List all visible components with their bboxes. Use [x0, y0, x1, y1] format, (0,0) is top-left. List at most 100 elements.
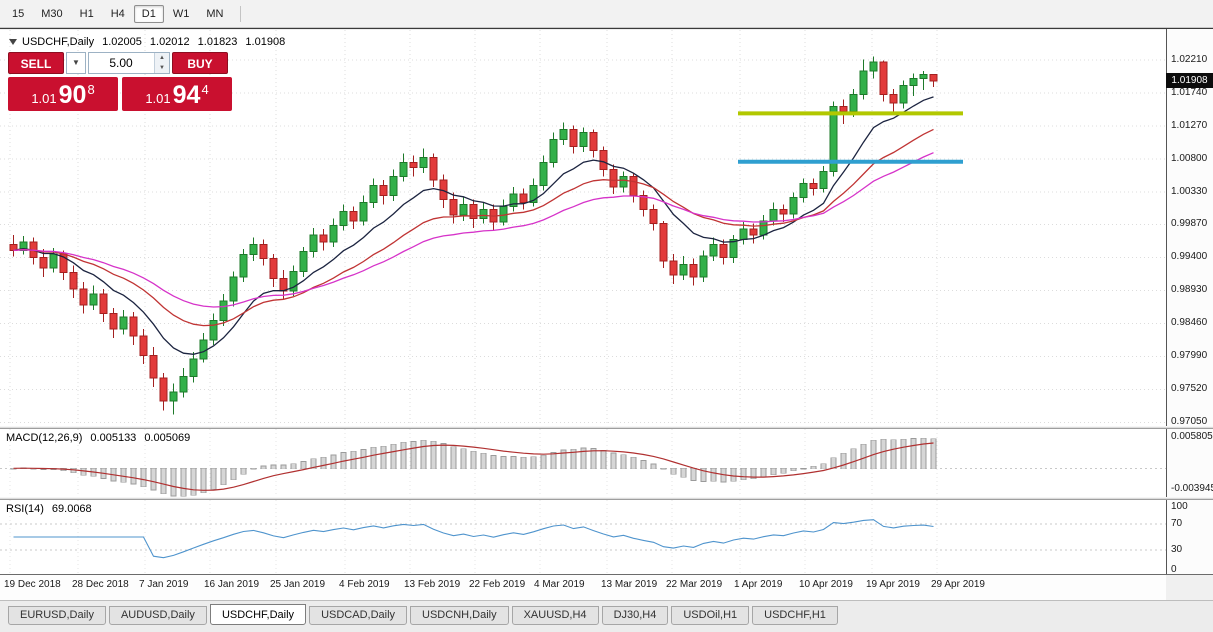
macd-bar: [530, 456, 537, 469]
macd-value-signal: 0.005069: [144, 432, 191, 444]
macd-bar: [880, 439, 887, 469]
candle-body: [359, 202, 368, 222]
candle-body: [669, 260, 678, 276]
macd-bar: [310, 458, 317, 469]
macd-bar: [200, 467, 207, 493]
macd-bar: [770, 467, 777, 476]
macd-bar: [130, 467, 137, 485]
chart-tab-usdchf-daily[interactable]: USDCHF,Daily: [209, 604, 307, 625]
candle-body: [509, 193, 518, 208]
price-axis[interactable]: [1166, 29, 1213, 575]
volume-field[interactable]: 5.00 ▲ ▼: [88, 52, 170, 74]
candle-body: [179, 376, 188, 393]
ohlc-open: 1.02005: [102, 36, 142, 48]
timeframe-button-mn[interactable]: MN: [206, 7, 224, 20]
candle-body: [579, 131, 588, 147]
price-axis-label: 0.98460: [1171, 317, 1208, 328]
date-axis-label: 13 Feb 2019: [404, 579, 461, 590]
macd-bar: [150, 467, 157, 491]
macd-bar: [670, 467, 677, 475]
candle-body: [619, 176, 628, 188]
chart-tab-usdcad-daily[interactable]: USDCAD,Daily: [309, 606, 408, 625]
volume-spinner[interactable]: ▲ ▼: [154, 53, 169, 73]
macd-bar: [180, 467, 187, 497]
candle-body: [319, 234, 328, 243]
macd-bar: [230, 467, 237, 481]
macd-bar: [160, 467, 167, 495]
date-axis-label: 28 Dec 2018: [72, 579, 129, 590]
buy-button[interactable]: BUY: [172, 52, 228, 74]
rsi-title: RSI(14): [6, 503, 44, 515]
macd-bar: [830, 457, 837, 469]
macd-bar: [640, 460, 647, 469]
candle-body: [409, 162, 418, 168]
date-axis[interactable]: [0, 575, 1166, 600]
macd-bar: [610, 452, 617, 469]
candle-body: [819, 171, 828, 189]
chart-tab-usdchf-h1[interactable]: USDCHF,H1: [752, 606, 838, 625]
timeframe-button-h1[interactable]: H1: [79, 7, 94, 20]
macd-bar: [450, 446, 457, 469]
candle-body: [699, 255, 708, 278]
chart-tab-usdoil-h1[interactable]: USDOil,H1: [671, 606, 750, 625]
macd-bar: [290, 463, 297, 469]
panel-splitter-rsi[interactable]: [0, 497, 1213, 500]
volume-dropdown[interactable]: ▼: [66, 52, 86, 74]
candle-body: [829, 105, 838, 173]
timeframe-button-d1[interactable]: D1: [133, 4, 164, 23]
price-axis-label: 0.97520: [1171, 383, 1208, 394]
macd-bar: [370, 446, 377, 469]
candle-body: [649, 209, 658, 225]
candle-body: [99, 293, 108, 314]
macd-bar: [420, 439, 427, 469]
price-axis-label: 1.01740: [1171, 87, 1208, 98]
candle-body: [899, 84, 908, 104]
timeframe-button-w1[interactable]: W1: [172, 7, 190, 20]
candle-body: [229, 276, 238, 302]
candle-body: [849, 93, 858, 112]
buy-price-big: 94: [172, 81, 201, 109]
rsi-value: 69.0068: [51, 503, 92, 515]
candle-body: [279, 277, 288, 292]
macd-bar: [490, 455, 497, 469]
macd-bar: [660, 467, 667, 470]
chart-tab-dj30-h4[interactable]: DJ30,H4: [601, 606, 669, 625]
candle-body: [479, 209, 488, 220]
candle-body: [539, 162, 548, 187]
date-axis-label: 19 Apr 2019: [866, 579, 920, 590]
date-axis-label: 16 Jan 2019: [204, 579, 260, 590]
candle-body: [309, 234, 318, 253]
macd-bar: [600, 449, 607, 469]
candle-body: [149, 355, 158, 379]
buy-price-display[interactable]: 1.01 94 4: [122, 77, 232, 111]
timeframe-button-m30[interactable]: M30: [41, 7, 63, 20]
sell-price-prefix: 1.01: [31, 91, 57, 106]
macd-bar: [890, 439, 897, 469]
sell-price-display[interactable]: 1.01 90 8: [8, 77, 118, 111]
candle-body: [879, 61, 888, 95]
macd-panel-canvas[interactable]: [0, 429, 1166, 497]
macd-bar: [240, 467, 247, 475]
one-click-toggle-icon[interactable]: [9, 39, 17, 45]
panel-splitter-macd[interactable]: [0, 426, 1213, 429]
volume-value: 5.00: [109, 56, 133, 70]
candle-body: [549, 138, 558, 164]
chart-tab-usdcnh-daily[interactable]: USDCNH,Daily: [410, 606, 509, 625]
candle-body: [919, 74, 928, 79]
sell-price-sup: 8: [87, 82, 95, 97]
candle-body: [329, 225, 338, 243]
macd-bar: [360, 449, 367, 469]
chart-tab-eurusd-daily[interactable]: EURUSD,Daily: [8, 606, 106, 625]
timeframe-button-h4[interactable]: H4: [110, 7, 125, 20]
candle-body: [529, 185, 538, 204]
macd-bar: [120, 467, 127, 483]
chart-tab-audusd-daily[interactable]: AUDUSD,Daily: [108, 606, 207, 625]
macd-title: MACD(12,26,9): [6, 432, 83, 444]
sell-button[interactable]: SELL: [8, 52, 64, 74]
timeframe-button-15[interactable]: 15: [12, 7, 25, 20]
macd-bar: [840, 452, 847, 469]
macd-bar: [300, 461, 307, 469]
chart-tab-xauusd-h4[interactable]: XAUUSD,H4: [511, 606, 599, 625]
rsi-panel-canvas[interactable]: [0, 500, 1166, 574]
